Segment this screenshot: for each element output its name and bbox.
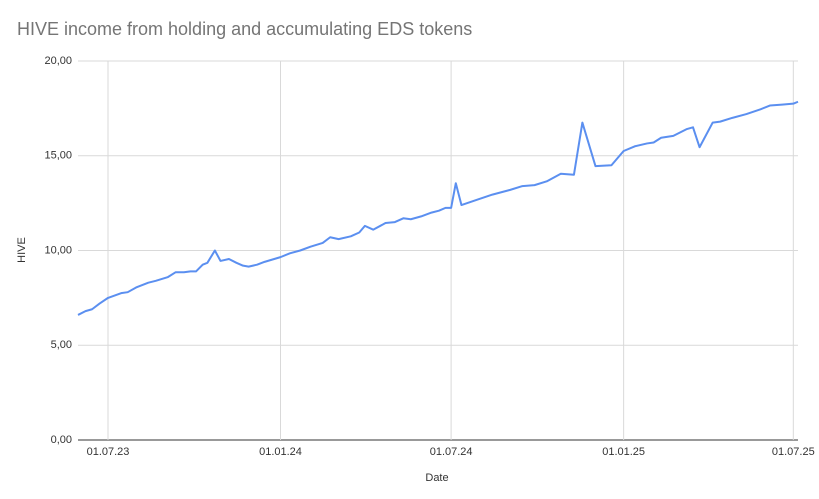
x-tick-label: 01.01.24 — [259, 446, 302, 458]
x-tick-label: 01.01.25 — [602, 446, 645, 458]
x-tick-label: 01.07.24 — [430, 446, 473, 458]
y-tick-label: 15,00 — [44, 150, 72, 162]
y-tick-label: 10,00 — [44, 244, 72, 256]
chart-title: HIVE income from holding and accumulatin… — [17, 19, 472, 39]
x-axis-label: Date — [425, 472, 448, 484]
y-tick-label: 20,00 — [44, 55, 72, 67]
x-tick-label: 01.07.25 — [772, 446, 815, 458]
y-tick-label: 0,00 — [51, 434, 72, 446]
x-tick-label: 01.07.23 — [87, 446, 130, 458]
y-axis-label: HIVE — [16, 237, 28, 263]
data-line — [77, 100, 799, 316]
y-tick-label: 5,00 — [51, 339, 72, 351]
